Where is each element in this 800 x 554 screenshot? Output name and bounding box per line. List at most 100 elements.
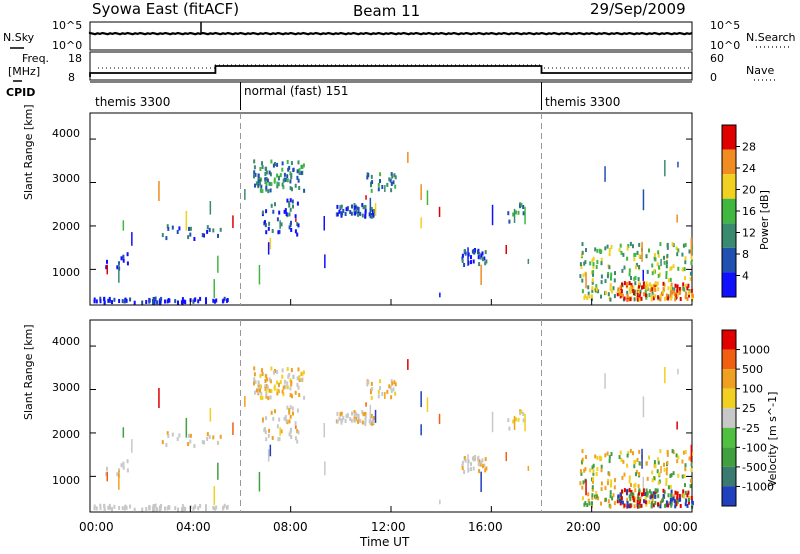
power-panel-data-cell xyxy=(648,293,651,297)
power-panel-data-cell xyxy=(600,257,603,262)
power-panel-data-streak xyxy=(438,206,441,217)
power-panel-data-cell xyxy=(632,285,635,290)
power-panel-data-cell xyxy=(584,294,587,299)
power-panel-data-cell xyxy=(654,281,657,286)
velocity-panel-data-cell xyxy=(684,467,687,472)
power-panel-data-cell xyxy=(481,257,484,262)
velocity-panel-data-streak xyxy=(642,476,644,488)
velocity-panel-data-cell xyxy=(665,503,668,508)
velocity-panel-data-cell xyxy=(148,505,151,510)
power-panel-data-cell xyxy=(464,251,467,256)
velocity-panel-data-cell xyxy=(619,450,622,455)
power-panel-data-cell xyxy=(674,283,677,288)
velocity-panel-data-cell xyxy=(638,488,641,493)
velocity-panel-data-streak xyxy=(467,454,469,473)
velocity-panel-data-cell xyxy=(188,433,190,438)
velocity-panel-data-cell xyxy=(379,386,381,391)
velocity-panel-data-streak xyxy=(213,486,215,505)
station-title: Syowa East (fitACF) xyxy=(92,0,240,18)
velocity-panel-data-cell xyxy=(604,497,607,502)
velocity-panel-data-cell xyxy=(621,500,624,505)
velocity-panel-data-cell xyxy=(461,466,464,471)
power-panel-data-cell xyxy=(351,204,353,209)
power-panel-data-cell xyxy=(178,226,181,231)
power-panel-data-cell xyxy=(633,297,636,302)
power-panel-data-cell xyxy=(389,178,392,183)
velocity-panel-data-streak xyxy=(269,444,272,457)
velocity-panel-data-cell xyxy=(676,491,679,496)
power-panel-data-cell xyxy=(522,211,525,216)
power-panel-data-cell xyxy=(637,277,640,282)
power-panel-data-cell xyxy=(684,283,687,288)
velocity-panel-data-cell xyxy=(669,501,672,506)
power-panel-data-cell xyxy=(480,253,483,258)
velocity-panel-data-cell xyxy=(187,442,190,447)
velocity-panel-data-cell xyxy=(265,437,268,442)
velocity-panel-data-cell xyxy=(684,483,686,488)
velocity-panel-data-streak xyxy=(420,424,422,436)
velocity-colorbar-tick-label: -1000 xyxy=(742,480,774,493)
velocity-panel-data-cell xyxy=(671,497,673,502)
velocity-panel-data-cell xyxy=(278,417,281,422)
power-panel-data-cell xyxy=(679,297,682,301)
power-panel-data-cell xyxy=(106,259,108,264)
velocity-panel-data-cell xyxy=(267,433,270,438)
velocity-panel-data-cell xyxy=(634,488,637,493)
power-panel-data-cell xyxy=(253,159,256,164)
power-panel-data-cell xyxy=(632,289,635,294)
power-panel-data-cell xyxy=(656,262,659,267)
velocity-panel-data-cell xyxy=(635,469,638,474)
velocity-panel-data-streak xyxy=(690,444,693,462)
velocity-panel-data-cell xyxy=(294,421,297,426)
power-panel-data-cell xyxy=(257,178,260,183)
velocity-panel-data-cell xyxy=(629,504,632,509)
power-panel-data-cell xyxy=(581,289,584,294)
velocity-panel-data-streak xyxy=(491,411,494,433)
velocity-panel-data-cell xyxy=(648,455,650,460)
power-panel-data-cell xyxy=(684,243,687,247)
power-panel-data-cell xyxy=(201,233,204,238)
power-panel-data-cell xyxy=(664,296,667,301)
power-panel-data-streak xyxy=(324,254,326,269)
power-panel-data-cell xyxy=(288,212,291,217)
velocity-panel-data-cell xyxy=(622,459,625,464)
freq-panel-frame xyxy=(89,51,693,81)
velocity-panel-data-cell xyxy=(270,410,273,415)
velocity-panel-data-cell xyxy=(164,506,166,511)
velocity-panel-data-cell xyxy=(121,506,124,511)
velocity-panel-data-cell xyxy=(519,411,522,416)
power-panel-data-cell xyxy=(690,261,693,265)
power-panel-data-cell xyxy=(591,280,594,285)
power-panel-data-cell xyxy=(370,174,373,179)
velocity-panel-data-cell xyxy=(265,416,268,421)
power-panel-data-cell xyxy=(657,295,660,300)
power-panel-data-cell xyxy=(277,230,280,235)
power-panel-data-cell xyxy=(604,290,607,295)
velocity-panel-data-cell xyxy=(226,505,229,509)
velocity-panel-data-cell xyxy=(158,507,161,512)
power-panel-data-cell xyxy=(580,264,583,269)
power-panel-data-cell xyxy=(588,294,591,299)
velocity-panel-data-cell xyxy=(390,379,393,384)
power-panel-data-cell xyxy=(579,262,582,267)
velocity-panel-data-cell xyxy=(370,388,372,393)
power-panel-data-cell xyxy=(294,183,297,188)
power-panel-data-cell xyxy=(684,295,687,300)
velocity-panel-data-streak xyxy=(374,409,377,423)
power-panel-data-cell xyxy=(267,226,270,231)
power-panel-data-cell xyxy=(254,183,256,188)
power-panel-data-cell xyxy=(296,201,299,206)
velocity-panel-data-cell xyxy=(658,479,661,484)
velocity-colorbar-frame xyxy=(721,329,737,507)
velocity-panel-data-cell xyxy=(223,503,226,508)
power-panel-data-cell xyxy=(463,249,466,253)
velocity-panel-data-cell xyxy=(477,457,479,462)
power-panel-data-cell xyxy=(342,208,345,213)
power-colorbar-tick-label: 20 xyxy=(742,184,756,197)
power-panel-data-cell xyxy=(353,205,356,210)
power-panel-data-cell xyxy=(648,248,650,253)
velocity-panel-data-streak xyxy=(258,471,261,492)
velocity-panel-data-streak xyxy=(642,396,645,418)
velocity-panel-data-cell xyxy=(257,389,260,394)
velocity-panel-data-cell xyxy=(632,492,635,497)
